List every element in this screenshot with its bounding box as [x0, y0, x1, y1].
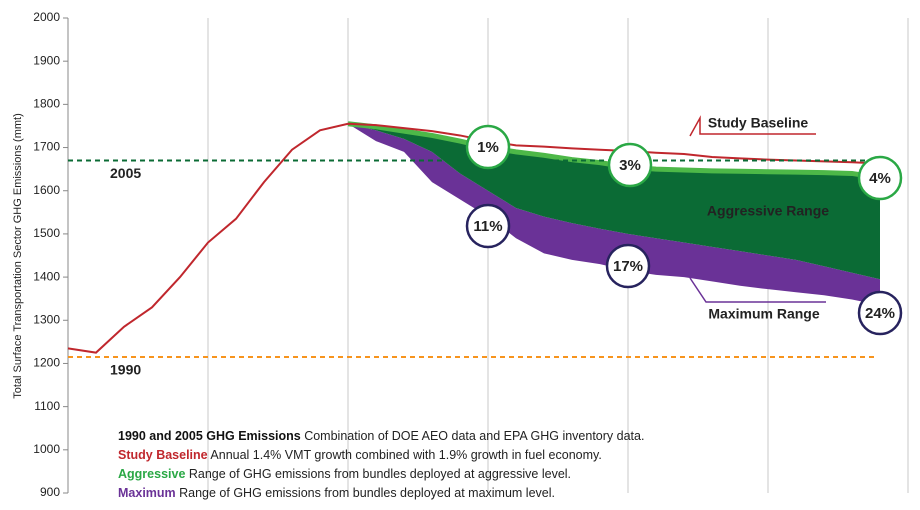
reference-label: 2005 [110, 165, 141, 181]
note-text: Range of GHG emissions from bundles depl… [185, 467, 571, 481]
y-tick-label: 900 [40, 485, 60, 499]
percent-label: 3% [619, 157, 641, 174]
percent-badge [857, 155, 903, 201]
series-label: Study Baseline [708, 115, 809, 131]
y-tick-label: 1100 [34, 399, 60, 413]
percent-label: 11% [473, 218, 502, 235]
percent-label: 17% [613, 258, 643, 275]
percent-badge [857, 290, 903, 336]
note: 1990 and 2005 GHG Emissions Combination … [118, 429, 644, 443]
note-text: Annual 1.4% VMT growth combined with 1.9… [208, 448, 602, 462]
y-tick-label: 1400 [33, 269, 60, 283]
percent-label: 24% [865, 305, 895, 322]
reference-label: 1990 [110, 362, 141, 378]
percent-badge [607, 142, 653, 188]
note: Maximum Range of GHG emissions from bund… [118, 486, 555, 500]
percent-badge [465, 203, 511, 249]
percent-label: 1% [477, 139, 499, 156]
note: Study Baseline Annual 1.4% VMT growth co… [118, 448, 602, 462]
percent-label: 4% [869, 170, 891, 187]
y-tick-label: 1000 [33, 442, 60, 456]
note-text: Range of GHG emissions from bundles depl… [176, 486, 555, 500]
y-tick-label: 1200 [33, 356, 60, 370]
y-tick-label: 1300 [33, 312, 60, 326]
y-tick-label: 1600 [33, 183, 60, 197]
note-text: Combination of DOE AEO data and EPA GHG … [301, 429, 645, 443]
note-term: Aggressive [118, 467, 185, 481]
y-tick-label: 1800 [33, 97, 60, 111]
y-tick-label: 1700 [33, 140, 60, 154]
note: Aggressive Range of GHG emissions from b… [118, 467, 571, 481]
series-label: Aggressive Range [707, 203, 829, 219]
y-tick-label: 1900 [33, 53, 60, 67]
y-tick-label: 1500 [33, 226, 60, 240]
series-label: Maximum Range [708, 306, 819, 322]
y-tick-label: 2000 [33, 10, 60, 24]
percent-badge [465, 124, 511, 170]
y-axis-label: Total Surface Transportation Sector GHG … [12, 113, 24, 398]
note-term: 1990 and 2005 GHG Emissions [118, 429, 301, 443]
note-term: Maximum [118, 486, 176, 500]
percent-badge [605, 243, 651, 289]
leader-line [689, 115, 816, 137]
leader-line [689, 277, 826, 303]
range-band [348, 123, 880, 306]
note-term: Study Baseline [118, 448, 208, 462]
